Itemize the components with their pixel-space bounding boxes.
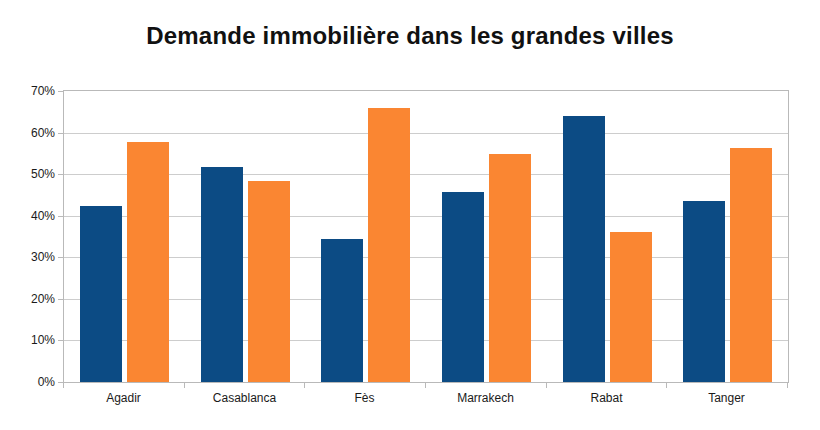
x-axis-tick-mark [666,383,667,388]
y-axis-tick-label: 0% [7,375,55,389]
bar-fès-orange-series [368,108,410,382]
bar-marrakech-orange-series [489,154,531,382]
y-axis-tick-mark [58,133,63,134]
x-axis-category-label: Marrakech [425,391,546,405]
y-axis-tick-label: 20% [7,292,55,306]
bar-rabat-orange-series [610,232,652,382]
x-axis-tick-mark [787,383,788,388]
x-axis-category-label: Fès [304,391,425,405]
y-axis-tick-mark [58,299,63,300]
gridline [64,257,788,258]
x-axis-tick-mark [425,383,426,388]
bar-agadir-blue-series [80,206,122,382]
bar-fès-blue-series [321,239,363,382]
y-axis-tick-label: 10% [7,333,55,347]
bar-casablanca-orange-series [248,181,290,382]
x-axis-tick-mark [63,383,64,388]
y-axis-tick-mark [58,257,63,258]
plot-area [63,90,789,383]
y-axis-tick-label: 50% [7,167,55,181]
y-axis-tick-label: 30% [7,250,55,264]
gridline [64,133,788,134]
bar-tanger-orange-series [730,148,772,382]
x-axis-category-label: Rabat [546,391,667,405]
y-axis-tick-label: 40% [7,209,55,223]
x-axis-category-label: Tanger [666,391,787,405]
y-axis-tick-mark [58,91,63,92]
y-axis-tick-label: 70% [7,84,55,98]
bar-rabat-blue-series [563,116,605,382]
y-axis-tick-mark [58,216,63,217]
bar-chart: Demande immobilière dans les grandes vil… [0,0,820,430]
bar-casablanca-blue-series [201,167,243,382]
x-axis-tick-mark [304,383,305,388]
gridline [64,340,788,341]
x-axis-category-label: Agadir [63,391,184,405]
y-axis-tick-mark [58,174,63,175]
gridline [64,174,788,175]
x-axis-tick-mark [546,383,547,388]
y-axis-tick-mark [58,340,63,341]
x-axis-category-label: Casablanca [184,391,305,405]
x-axis-tick-mark [184,383,185,388]
y-axis-tick-label: 60% [7,126,55,140]
bar-tanger-blue-series [683,201,725,382]
gridline [64,299,788,300]
chart-title: Demande immobilière dans les grandes vil… [0,22,820,50]
gridline [64,216,788,217]
bar-agadir-orange-series [127,142,169,382]
bar-marrakech-blue-series [442,192,484,382]
